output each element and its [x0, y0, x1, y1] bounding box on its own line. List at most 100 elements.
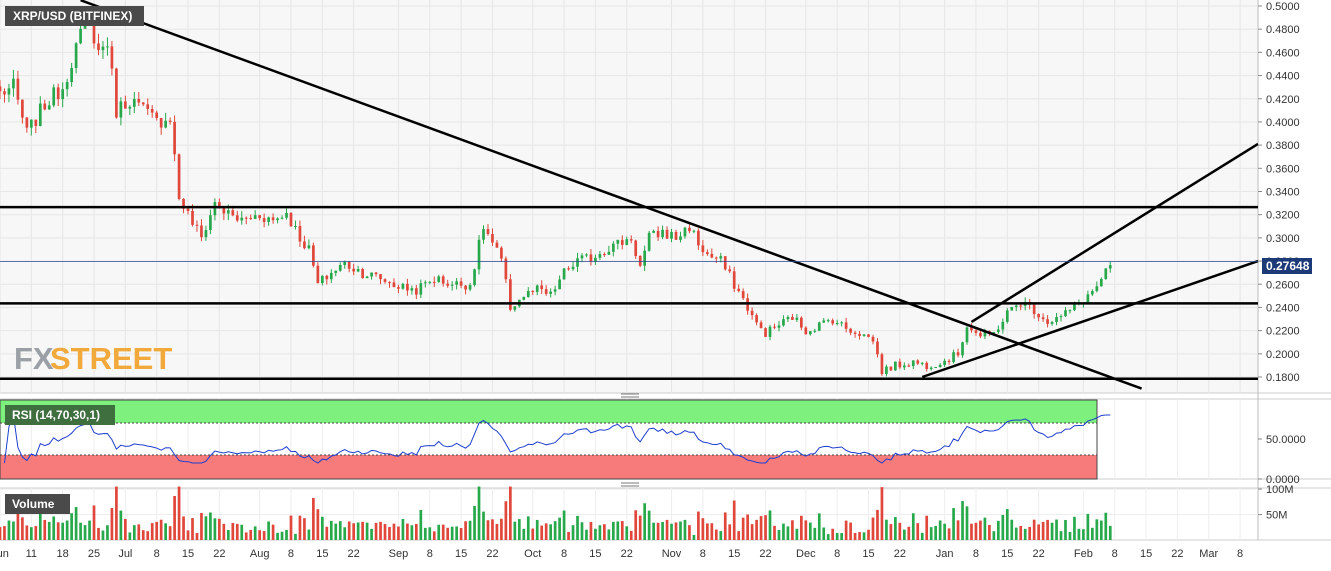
candle-body [258, 215, 262, 219]
candle-body [415, 288, 418, 295]
candle-body [737, 288, 741, 292]
volume-bar [204, 516, 208, 540]
candle-body [137, 98, 141, 103]
volume-bar [464, 521, 467, 540]
volume-bar [517, 519, 521, 540]
candle-body [1014, 305, 1018, 307]
candle-body [500, 247, 503, 259]
candle-body [177, 154, 181, 199]
volume-bar [1005, 509, 1009, 540]
candle-body [65, 82, 69, 90]
volume-bar [1001, 514, 1005, 540]
volume-bar [43, 519, 47, 540]
volume-bar [312, 498, 315, 540]
candle-body [401, 283, 405, 289]
volume-bar [370, 528, 373, 540]
rsi-axis-label: 0.0000 [1266, 474, 1300, 486]
volume-bar [1108, 525, 1112, 540]
volume-bar [450, 526, 454, 540]
chart-title: XRP/USD (BITFINEX) [13, 9, 132, 23]
candle-body [616, 239, 620, 244]
candle-body [195, 224, 199, 226]
volume-bar [549, 524, 552, 540]
volume-bar [634, 510, 638, 540]
rsi-panel-grip[interactable] [621, 393, 639, 398]
volume-bar [804, 520, 808, 540]
candle-body [808, 331, 812, 335]
volume-bar [124, 518, 127, 540]
candle-body [155, 112, 159, 119]
candle-body [428, 281, 432, 283]
candle-body [938, 364, 942, 367]
volume-bar [531, 528, 535, 540]
candle-body [629, 239, 633, 241]
candle-body [1086, 294, 1090, 304]
candle-body [513, 306, 517, 310]
volume-bar [7, 520, 11, 540]
rsi-band-frame [0, 399, 1098, 480]
candle-body [432, 281, 436, 283]
candle-body [643, 250, 647, 266]
volume-bar [826, 534, 830, 540]
candle-body [670, 231, 673, 239]
volume-bar [294, 533, 297, 540]
volume-bar [379, 521, 382, 540]
rsi-oversold-band [0, 455, 1097, 479]
candle-body [1104, 268, 1108, 280]
candle-body [1073, 303, 1076, 311]
volume-bar [155, 521, 159, 540]
candle-body [441, 276, 445, 284]
volume-bar [70, 513, 73, 540]
volume-bar [128, 532, 132, 540]
candle-body [150, 108, 154, 113]
candle-body [74, 43, 78, 68]
volume-bar [495, 523, 499, 540]
volume-bar [813, 527, 817, 540]
volume-bar [800, 515, 803, 540]
volume-bar [979, 520, 982, 540]
candle-body [473, 269, 476, 286]
trendline [921, 259, 1259, 379]
volume-bar [996, 520, 1000, 540]
x-axis-label: 15 [1001, 548, 1013, 560]
price-axis-label: 0.2200 [1266, 326, 1300, 338]
volume-bar [177, 486, 181, 540]
volume-bar [16, 507, 20, 540]
candle-body [213, 202, 217, 216]
volume-bar [325, 526, 329, 540]
candle-body [688, 227, 691, 232]
price-axis-label: 0.3000 [1266, 233, 1300, 245]
candle-body [495, 242, 499, 248]
x-axis-label: 8 [1112, 548, 1118, 560]
candle-body [544, 289, 548, 294]
volume-bar [544, 523, 548, 540]
candle-body [889, 366, 893, 371]
candle-body [97, 43, 100, 51]
volume-bar [679, 521, 682, 540]
volume-bar [777, 530, 781, 540]
volume-bar [576, 515, 579, 540]
candle-body [38, 103, 42, 126]
volume-bar [468, 520, 472, 540]
volume-bar [415, 523, 418, 540]
candle-body [124, 101, 127, 109]
volume-bar [773, 525, 776, 540]
volume-bar [115, 486, 118, 540]
candle-body [992, 332, 996, 334]
candle-body [267, 217, 270, 222]
candle-body [101, 46, 105, 51]
volume-bar [795, 528, 799, 540]
volume-bar [1010, 519, 1014, 540]
volume-bar [934, 525, 938, 540]
candle-body [352, 268, 356, 272]
volume-bar [3, 526, 6, 540]
candle-body [280, 217, 284, 219]
volume-bar [92, 505, 96, 540]
candle-body [106, 46, 109, 48]
x-axis-label: 11 [26, 548, 37, 560]
volume-panel-grip[interactable] [621, 482, 639, 487]
volume-bar [603, 524, 606, 540]
x-axis-label: Feb [1074, 548, 1093, 560]
price-axis-label: 0.4000 [1266, 117, 1300, 129]
volume-bar [723, 512, 727, 540]
